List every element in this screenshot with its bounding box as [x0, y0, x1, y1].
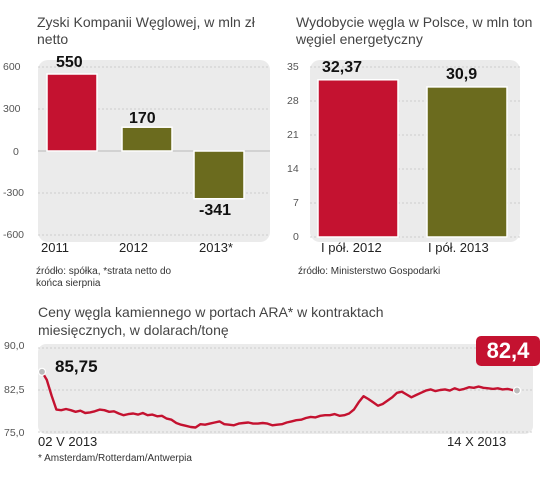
chart1-value-label: 550: [56, 54, 83, 71]
chart2-category-label: I pół. 2012: [321, 240, 382, 255]
chart3-footnote: * Amsterdam/Rotterdam/Antwerpia: [38, 453, 192, 464]
chart1-category-label: 2013*: [199, 240, 233, 255]
chart2-title-text: Wydobycie węgla w Polsce, w mln ton węgi…: [296, 14, 533, 47]
chart2-ytick: 7: [293, 197, 299, 209]
chart1-ytick: 0: [13, 146, 19, 158]
chart3-end-point: [512, 386, 522, 395]
chart1-source-line: końca sierpnia: [36, 278, 101, 289]
chart2-ytick: 14: [287, 163, 299, 175]
chart3-ytick: 90,0: [4, 340, 25, 352]
chart2-bar: [426, 86, 508, 238]
chart2-bar: [317, 79, 399, 238]
chart1-bar: [121, 126, 173, 152]
chart1-ytick: 300: [3, 103, 21, 115]
chart3-x-start-label: 02 V 2013: [38, 434, 98, 449]
chart3-end-badge: 82,4: [476, 336, 540, 366]
chart1-ytick: -600: [3, 229, 25, 241]
chart3-price-line: [40, 371, 518, 429]
chart1-ytick: 600: [3, 61, 21, 73]
chart2-ytick: 0: [293, 231, 299, 243]
chart3-title: Ceny węgla kamiennego w portach ARA* w k…: [38, 303, 418, 339]
chart2-category-label: I pół. 2013: [428, 240, 489, 255]
chart1-bar: [193, 150, 245, 200]
chart1-category-label: 2012: [119, 240, 148, 255]
chart3-ytick: 75,0: [4, 427, 25, 439]
chart1-source-line: źródło: spółka, *strata netto do: [36, 266, 172, 277]
chart1-ytick: -300: [3, 187, 25, 199]
chart3-start-point: [37, 367, 47, 376]
chart2-title: Wydobycie węgla w Polsce, w mln ton węgi…: [296, 14, 552, 48]
chart1-title-text: Zyski Kompanii Węglowej, w mln zł netto: [37, 14, 255, 47]
chart1-title: Zyski Kompanii Węglowej, w mln zł netto: [37, 14, 287, 48]
chart1-category-label: 2011: [41, 240, 69, 255]
chart3-x-end-label: 14 X 2013: [447, 434, 507, 449]
chart2-source: źródło: Ministerstwo Gospodarki: [298, 266, 441, 277]
chart1-source: źródło: spółka, *strata netto do końca s…: [36, 266, 171, 290]
chart2-ytick: 21: [287, 129, 299, 141]
chart2-value-label: 32,37: [322, 59, 363, 76]
chart2-ytick: 35: [287, 61, 299, 73]
chart2-ytick: 28: [287, 95, 299, 107]
chart1-value-label: -341: [199, 202, 232, 219]
chart2-value-label: 30,9: [446, 66, 478, 83]
chart3-title-text: Ceny węgla kamiennego w portach ARA* w k…: [38, 304, 384, 338]
chart3-ytick: 82,5: [4, 384, 25, 396]
chart1-bar: [46, 73, 98, 152]
chart3-start-label: 85,75: [55, 357, 98, 376]
chart1-value-label: 170: [129, 110, 156, 127]
